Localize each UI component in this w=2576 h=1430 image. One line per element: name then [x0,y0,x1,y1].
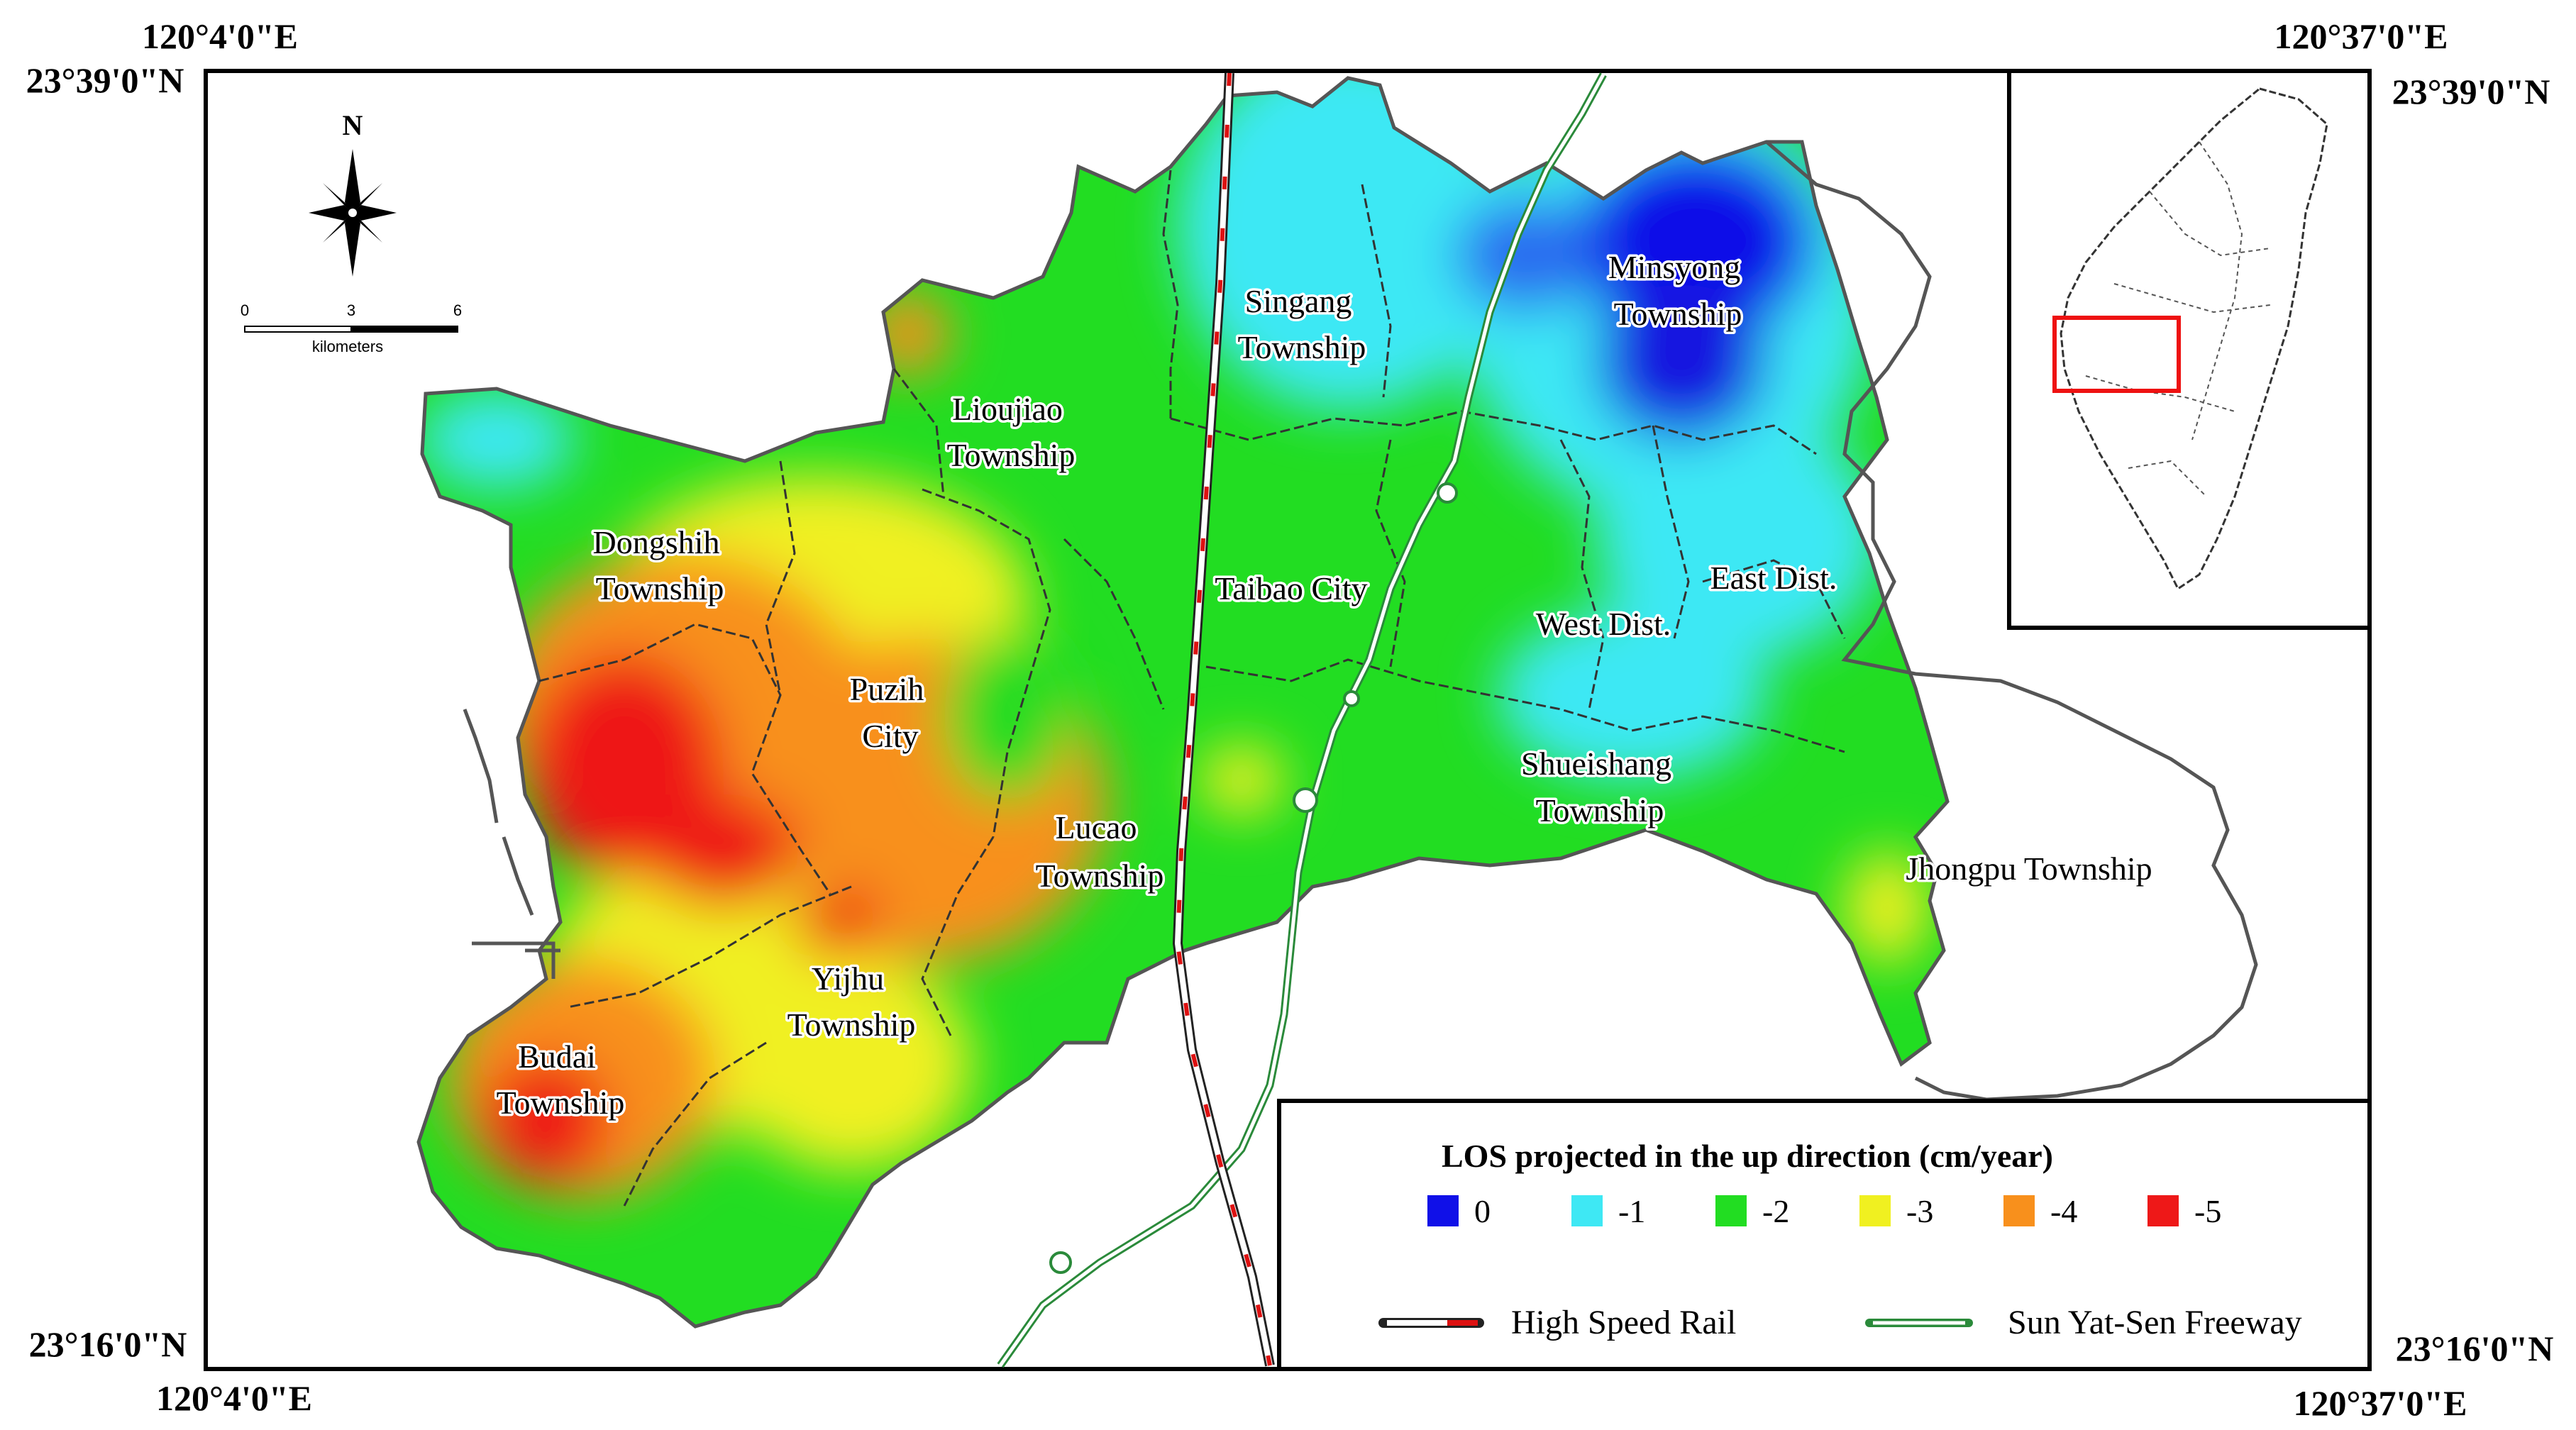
legend-value-2: -2 [1762,1193,1789,1229]
legend-title: LOS projected in the up direction (cm/ye… [1442,1138,2053,1174]
district-boundaries [538,170,1846,1207]
label-minsyong-township: Township [1614,296,1742,332]
label-jhongpu-township: Jhongpu Township [1906,850,2152,887]
label-lucao: Lucao [1056,809,1137,846]
label-east-dist: East Dist. [1710,560,1837,596]
north-label: N [343,109,363,141]
label-puzih: Puzih [850,671,924,707]
outer-boundary [1765,140,2258,1102]
legend-value-5: -5 [2194,1193,2221,1229]
legend-swatch-0 [1427,1195,1459,1226]
label-singang: Singang [1245,283,1352,319]
legend-value-1: -1 [1618,1193,1645,1229]
label-lioujiao-township: Township [947,437,1076,473]
legend-swatch-2 [1715,1195,1747,1226]
legend-value-3: -3 [1906,1193,1933,1229]
label-west-dist: West Dist. [1536,606,1671,642]
legend-swatch-5 [2147,1195,2179,1226]
legend-value-4: -4 [2050,1193,2077,1229]
legend-value-0: 0 [1474,1193,1491,1229]
high-speed-rail [1172,72,1275,1367]
label-puzih-city: City [862,718,918,754]
coord-bottom-left-lon: 120°4'0"E [156,1378,312,1418]
scale-unit: kilometers [312,338,383,355]
label-lucao-township: Township [1036,858,1164,894]
coord-bottom-right-lon: 120°37'0"E [2294,1383,2467,1423]
land-boundary [416,76,1950,1329]
coord-top-right-lat: 23°39'0"N [2392,72,2550,111]
label-taibao: Taibao City [1215,570,1367,606]
legend-swatch-3 [1859,1195,1891,1226]
label-yijhu-township: Township [787,1007,916,1043]
label-shueishang: Shueishang [1521,746,1671,782]
sun-yat-sen-freeway [997,72,1607,1368]
scale-tick-0: 0 [241,301,249,319]
label-minsyong: Minsyong [1608,249,1741,285]
scale-tick-3: 3 [347,301,355,319]
label-lioujiao: Lioujiao [952,391,1063,427]
label-shueishang-township: Township [1536,792,1664,828]
place-labels: Singang Township Minsyong Township Liouj… [494,247,2155,1124]
legend-rail-label: High Speed Rail [1511,1304,1736,1341]
coastline-fragments [463,709,560,979]
legend-swatch-4 [2003,1195,2035,1226]
legend: LOS projected in the up direction (cm/ye… [1277,1099,2372,1371]
scale-tick-6: 6 [453,301,462,319]
inset-study-area-box [2052,316,2181,393]
coord-top-left-lat: 23°39'0"N [26,60,184,100]
label-dongshih: Dongshih [593,524,720,560]
coord-top-left-lon: 120°4'0"E [142,16,298,56]
label-budai-township: Township [497,1085,625,1121]
inset-locator-map [2007,69,2372,630]
label-budai: Budai [518,1038,596,1075]
scale-bar: 0 3 6 kilometers [241,301,462,355]
legend-swatches: 0 -1 -2 -3 -4 -5 [1427,1193,2221,1229]
legend-freeway-label: Sun Yat-Sen Freeway [2008,1304,2302,1341]
label-dongshih-township: Township [596,570,724,606]
compass-rose-icon [309,149,397,277]
coord-top-right-lon: 120°37'0"E [2274,16,2448,56]
legend-swatch-1 [1571,1195,1603,1226]
taiwan-outline [2060,87,2328,591]
label-yijhu: Yijhu [812,960,884,997]
coord-bottom-right-lat: 23°16'0"N [2396,1329,2554,1368]
coord-bottom-left-lat: 23°16'0"N [29,1324,187,1364]
label-singang-township: Township [1238,329,1366,365]
